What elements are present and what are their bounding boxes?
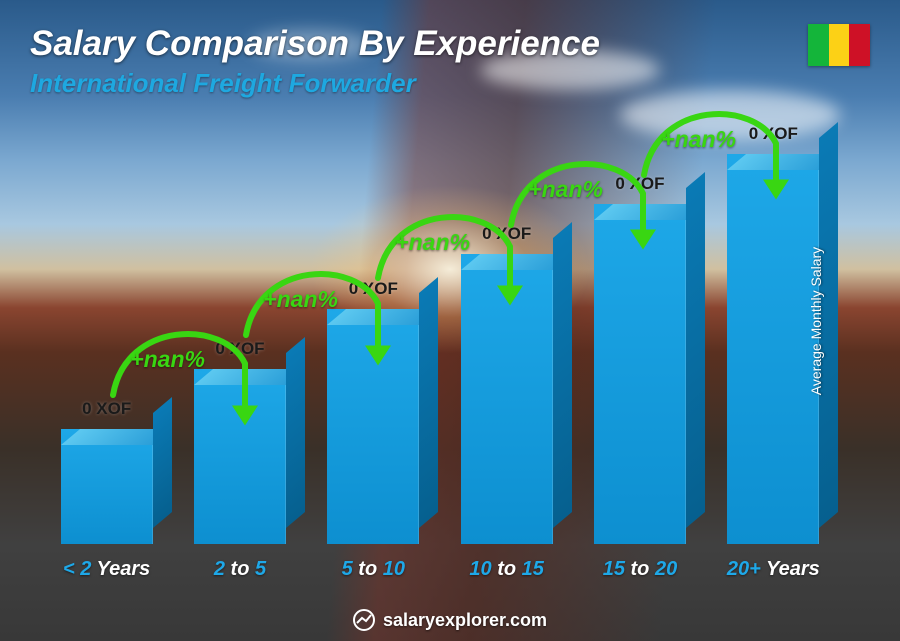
chart-subtitle: International Freight Forwarder [30, 68, 600, 99]
flag-stripe [829, 24, 850, 66]
flag-stripe [808, 24, 829, 66]
growth-percentage-label: +nan% [130, 346, 205, 373]
y-axis-label: Average Monthly Salary [808, 246, 824, 394]
country-flag-mali [808, 24, 870, 66]
bar-category-label: 20+ Years [727, 558, 820, 581]
arrow-arc-icon [636, 105, 806, 237]
footer-attribution: salaryexplorer.com [0, 609, 900, 631]
bar-category-label: 2 to 5 [214, 558, 266, 581]
bar-category-label: 15 to 20 [603, 558, 678, 581]
flag-stripe [849, 24, 870, 66]
chart-title: Salary Comparison By Experience [30, 24, 600, 64]
growth-percentage-label: +nan% [661, 126, 736, 153]
bar-category-label: 10 to 15 [469, 558, 544, 581]
bar-category-label: < 2 Years [63, 558, 150, 581]
salaryexplorer-logo-icon [353, 609, 375, 631]
footer-text: salaryexplorer.com [383, 610, 547, 631]
bar-category-label: 5 to 10 [342, 558, 405, 581]
growth-arrow: +nan% [636, 105, 806, 242]
growth-percentage-label: +nan% [528, 176, 603, 203]
growth-percentage-label: +nan% [263, 286, 338, 313]
growth-percentage-label: +nan% [395, 229, 470, 256]
chart-header: Salary Comparison By Experience Internat… [30, 24, 600, 99]
